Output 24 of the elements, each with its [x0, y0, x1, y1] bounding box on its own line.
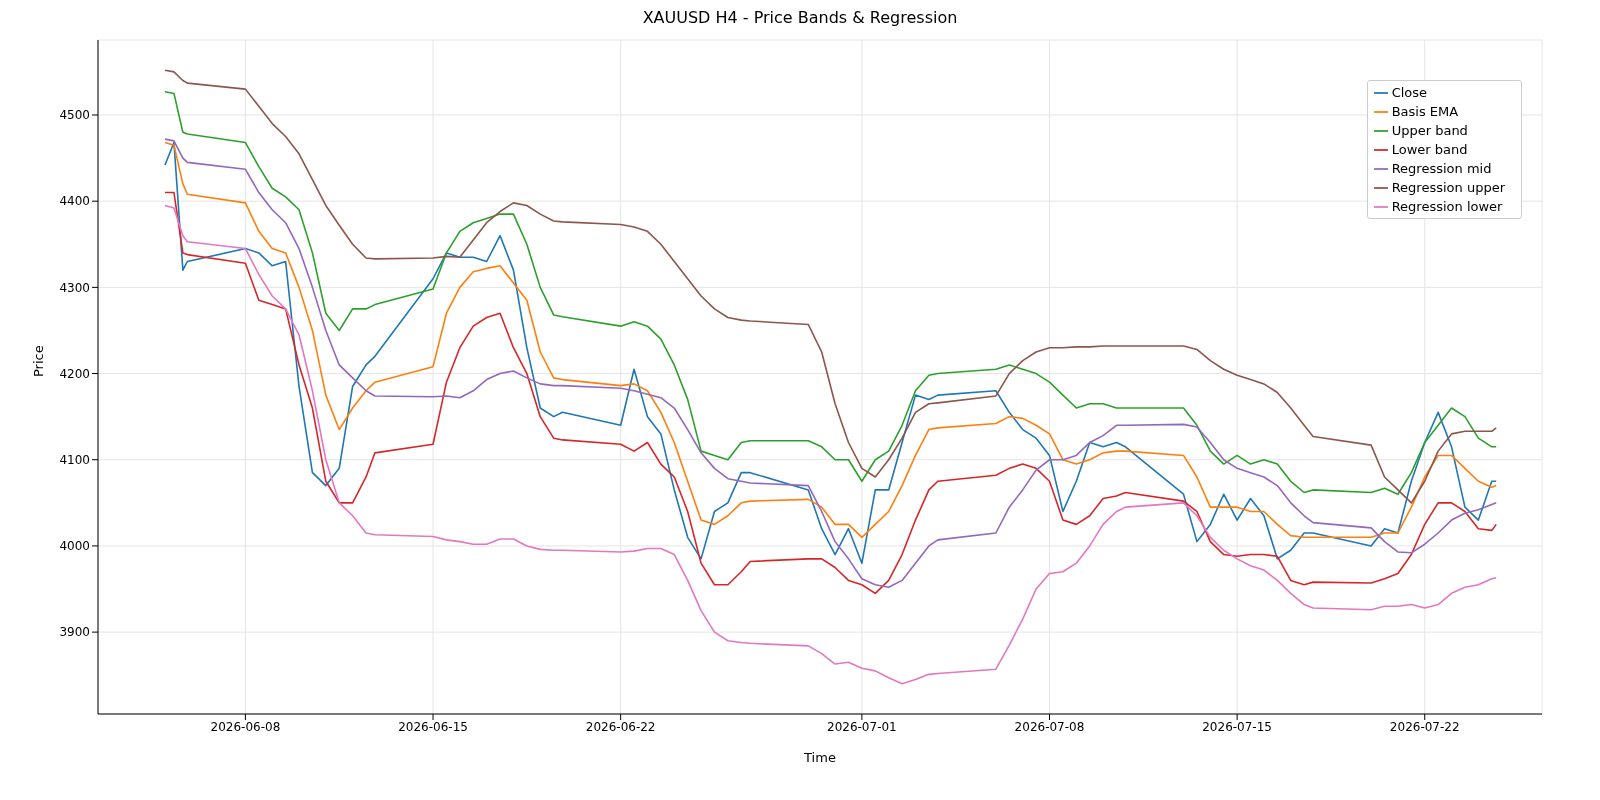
legend-label: Close: [1391, 85, 1428, 100]
legend-label: Lower band: [1391, 142, 1468, 157]
legend-label: Regression mid: [1391, 161, 1492, 176]
y-tick-label: 4300: [59, 280, 90, 295]
x-tick-label: 2026-06-08: [210, 719, 281, 734]
x-tick-label: 2026-06-22: [585, 719, 656, 734]
legend-label: Basis EMA: [1391, 104, 1459, 119]
y-tick-label: 4400: [59, 194, 90, 209]
x-tick-label: 2026-07-22: [1389, 719, 1460, 734]
legend-label: Regression upper: [1391, 180, 1505, 195]
x-tick-label: 2026-07-01: [827, 719, 897, 734]
x-axis-title: Time: [803, 750, 836, 765]
chart-title: XAUUSD H4 - Price Bands & Regression: [641, 8, 959, 29]
x-tick-label: 2026-07-08: [1014, 719, 1085, 734]
x-tick-label: 2026-07-15: [1202, 719, 1272, 734]
y-tick-label: 4100: [59, 453, 90, 467]
y-tick-label: 4500: [59, 108, 90, 123]
x-tick-label: 2026-06-15: [398, 719, 468, 734]
y-tick-label: 4000: [59, 539, 90, 554]
y-axis-title: Price: [30, 345, 46, 377]
y-tick-label: 4200: [59, 366, 90, 381]
legend-label: Regression lower: [1391, 199, 1503, 214]
y-tick-label: 3900: [59, 625, 90, 640]
legend-label: Upper band: [1391, 123, 1468, 138]
